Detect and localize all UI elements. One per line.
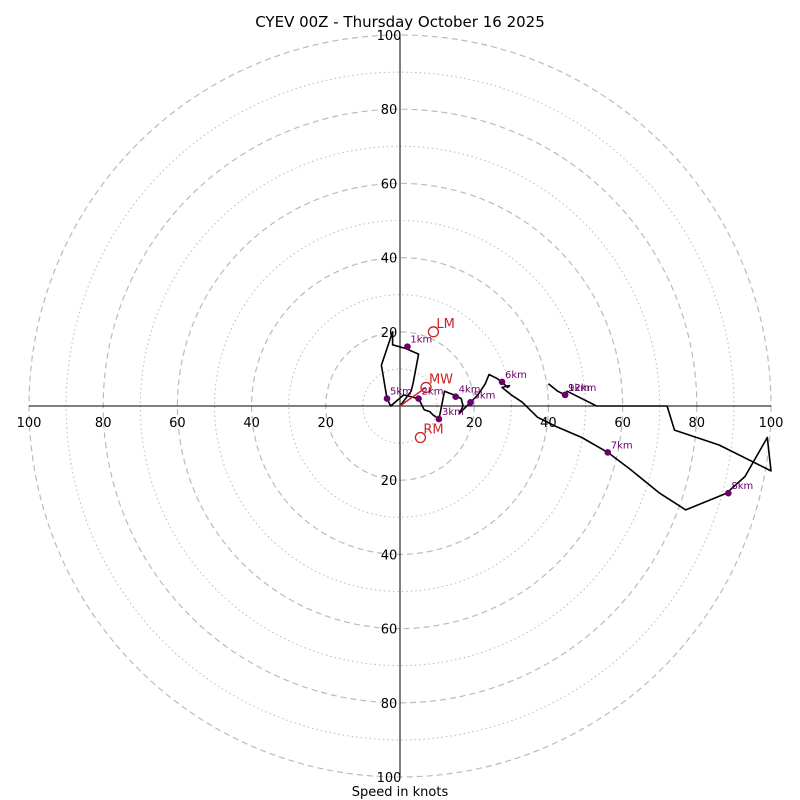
y-tick-label: 80 — [381, 697, 398, 712]
x-tick-label: 100 — [759, 416, 784, 431]
storm-motion-rm-label: RM — [423, 423, 443, 438]
y-tick-label: 100 — [377, 29, 402, 44]
y-tick-label: 100 — [377, 771, 402, 786]
storm-motion-lm-label: LM — [436, 317, 454, 332]
height-label-12km: 12km — [568, 383, 596, 394]
height-label-4km: 4km — [459, 385, 481, 396]
storm-motion-mw-marker — [420, 381, 432, 394]
x-tick-label: 20 — [318, 416, 335, 431]
height-marker-4km — [452, 393, 459, 401]
x-tick-label: 100 — [17, 416, 42, 431]
height-label-9km: 9km — [568, 383, 590, 394]
height-marker-8km — [725, 489, 732, 497]
height-label-3km: 3km — [442, 407, 464, 418]
storm-motion-mw-label: MW — [429, 372, 453, 387]
storm-motions: LM MW RM — [399, 317, 455, 444]
height-label-8km: 8km — [731, 481, 753, 492]
x-tick-label: 80 — [689, 416, 706, 431]
tick-labels: 100 80 60 40 20 20 40 60 80 100100806040202040608… — [17, 29, 784, 786]
height-marker-5km — [467, 398, 474, 406]
x-tick-label: 20 — [466, 416, 483, 431]
x-tick-label: 60 — [614, 416, 631, 431]
y-tick-label: 40 — [381, 548, 398, 563]
x-tick-label: 80 — [95, 416, 112, 431]
storm-motion-rm-marker — [414, 431, 427, 444]
height-label-1km: 1km — [410, 335, 432, 346]
y-tick-label: 40 — [381, 252, 398, 267]
x-tick-label: 60 — [169, 416, 186, 431]
y-tick-label: 20 — [381, 474, 398, 489]
y-tick-label: 80 — [381, 103, 398, 118]
height-label-6km: 6km — [505, 370, 527, 381]
hodograph-trace — [380, 330, 772, 511]
height-marker-5km — [383, 395, 391, 402]
y-tick-label: 20 — [381, 326, 398, 341]
y-tick-label: 60 — [381, 623, 398, 638]
height-marker-6km — [498, 378, 506, 386]
height-label-5km: 5km — [473, 390, 495, 401]
x-axis-label: Speed in knots — [352, 785, 449, 800]
height-marker-2km — [415, 395, 422, 402]
hodograph-trace-group — [380, 330, 772, 511]
height-marker-3km — [435, 415, 443, 423]
height-marker-7km — [604, 449, 612, 456]
height-label-2km: 2km — [422, 387, 444, 398]
storm-motion-lm-marker — [427, 326, 440, 338]
chart-title: CYEV 00Z - Thursday October 16 2025 — [255, 13, 545, 31]
y-tick-label: 60 — [381, 177, 398, 192]
height-label-7km: 7km — [611, 440, 633, 451]
height-marker-1km — [404, 343, 411, 350]
height-marker-12km — [561, 391, 569, 399]
height-label-5km: 5km — [390, 387, 412, 398]
x-tick-label: 40 — [243, 416, 260, 431]
